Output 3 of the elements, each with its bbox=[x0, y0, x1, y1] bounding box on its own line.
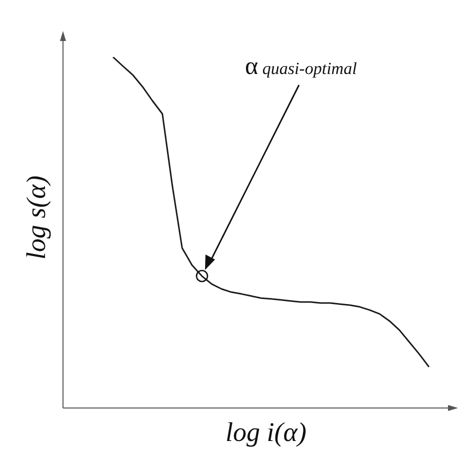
annotation: α quasi-optimal bbox=[245, 53, 358, 80]
x-axis-title: log i(α) bbox=[226, 417, 306, 447]
y-axis-title: log s(α) bbox=[21, 176, 51, 260]
